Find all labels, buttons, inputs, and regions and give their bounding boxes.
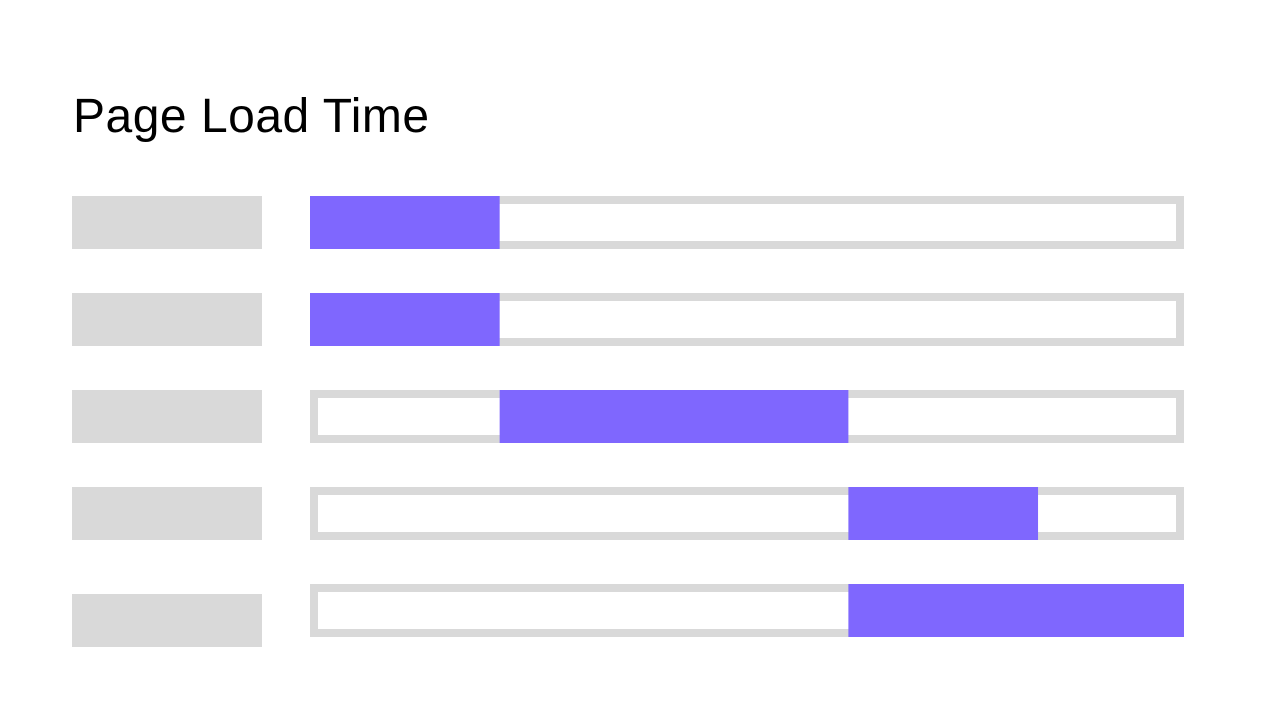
bar-track (310, 487, 1184, 540)
row-label-placeholder (72, 487, 262, 540)
row-label-placeholder (72, 594, 262, 647)
timing-bar (310, 196, 500, 249)
chart-rows (72, 196, 1184, 647)
timing-bar (848, 584, 1184, 637)
chart-title: Page Load Time (73, 90, 430, 143)
row-label-placeholder (72, 390, 262, 443)
timing-bar (499, 390, 849, 443)
row-label-placeholder (72, 196, 262, 249)
timing-bar (848, 487, 1039, 540)
row-label-placeholder (72, 293, 262, 346)
timing-bar (310, 293, 500, 346)
